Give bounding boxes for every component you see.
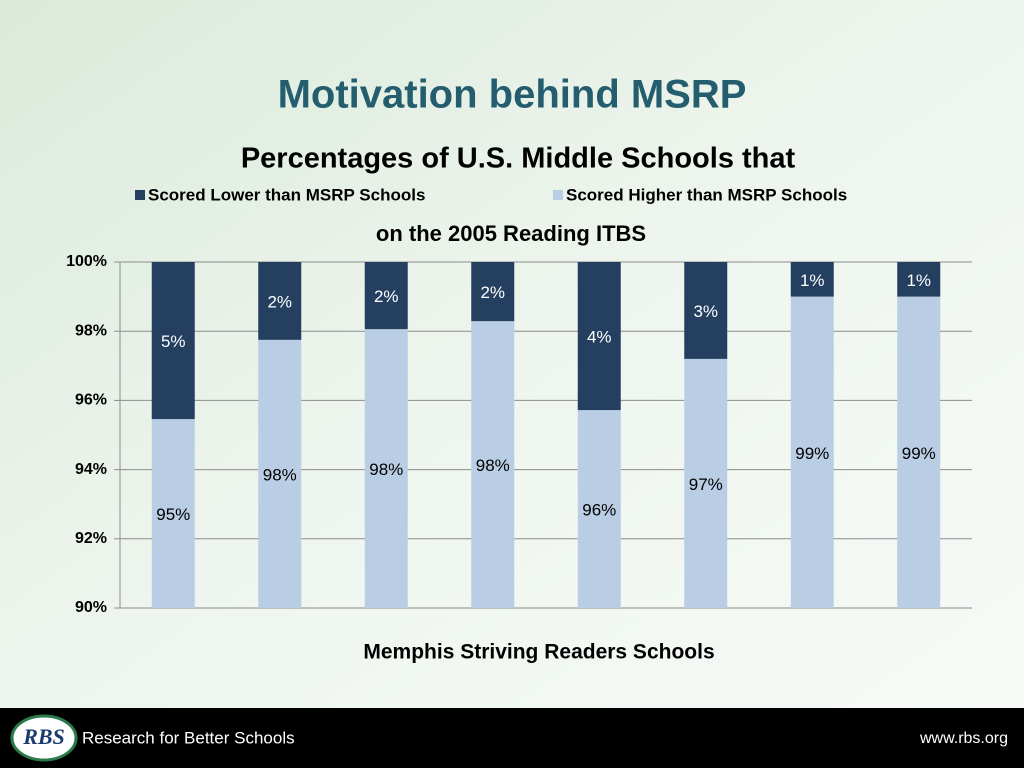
bar-segment [684, 358, 728, 608]
data-label: 2% [480, 283, 505, 302]
y-tick-label: 90% [75, 599, 107, 616]
data-label: 2% [267, 292, 292, 311]
data-label: 2% [374, 287, 399, 306]
legend-swatch [553, 190, 563, 200]
bar-segment [684, 262, 728, 359]
data-label: 1% [906, 271, 931, 290]
y-tick-label: 92% [75, 530, 107, 547]
y-tick-label: 96% [75, 392, 107, 409]
logo-badge [10, 714, 78, 762]
data-label: 5% [161, 332, 186, 351]
data-label: 98% [263, 465, 297, 484]
data-label: 3% [693, 302, 718, 321]
legend-label: Scored Higher than MSRP Schools [566, 185, 847, 204]
data-label: 95% [156, 505, 190, 524]
y-tick-label: 94% [75, 461, 107, 478]
bar-segment [577, 262, 621, 411]
logo: RBS [22, 724, 65, 749]
data-label: 98% [369, 460, 403, 479]
footer-bar [0, 708, 1024, 768]
bar-segment [471, 321, 515, 608]
data-label: 99% [902, 444, 936, 463]
bar-segment [897, 262, 941, 297]
bar-segment [364, 262, 408, 330]
legend-label: Scored Lower than MSRP Schools [148, 185, 425, 204]
footer-url: www.rbs.org [919, 730, 1008, 747]
y-tick-label: 100% [66, 253, 107, 270]
chart-title: on the 2005 Reading ITBS [376, 221, 646, 246]
data-label: 98% [476, 456, 510, 475]
bar-segment [258, 262, 302, 340]
chart-title: Percentages of U.S. Middle Schools that [241, 143, 796, 175]
y-tick-label: 98% [75, 322, 107, 339]
bar-segment [151, 262, 195, 420]
legend-swatch [135, 190, 145, 200]
bar-segment [790, 296, 834, 608]
bar-segment [897, 296, 941, 608]
x-axis-title: Memphis Striving Readers Schools [363, 641, 714, 664]
bar-segment [577, 410, 621, 608]
bar-segment [151, 419, 195, 608]
bar-segment [258, 339, 302, 608]
bar-segment [471, 262, 515, 322]
bar-segment [790, 262, 834, 297]
data-label: 1% [800, 271, 825, 290]
data-label: 4% [587, 328, 612, 347]
bar-segment [364, 329, 408, 608]
data-label: 97% [689, 475, 723, 494]
slide-title: Motivation behind MSRP [278, 73, 747, 117]
organization: Research for Better Schools [82, 728, 295, 747]
data-label: 99% [795, 444, 829, 463]
data-label: 96% [582, 501, 616, 520]
